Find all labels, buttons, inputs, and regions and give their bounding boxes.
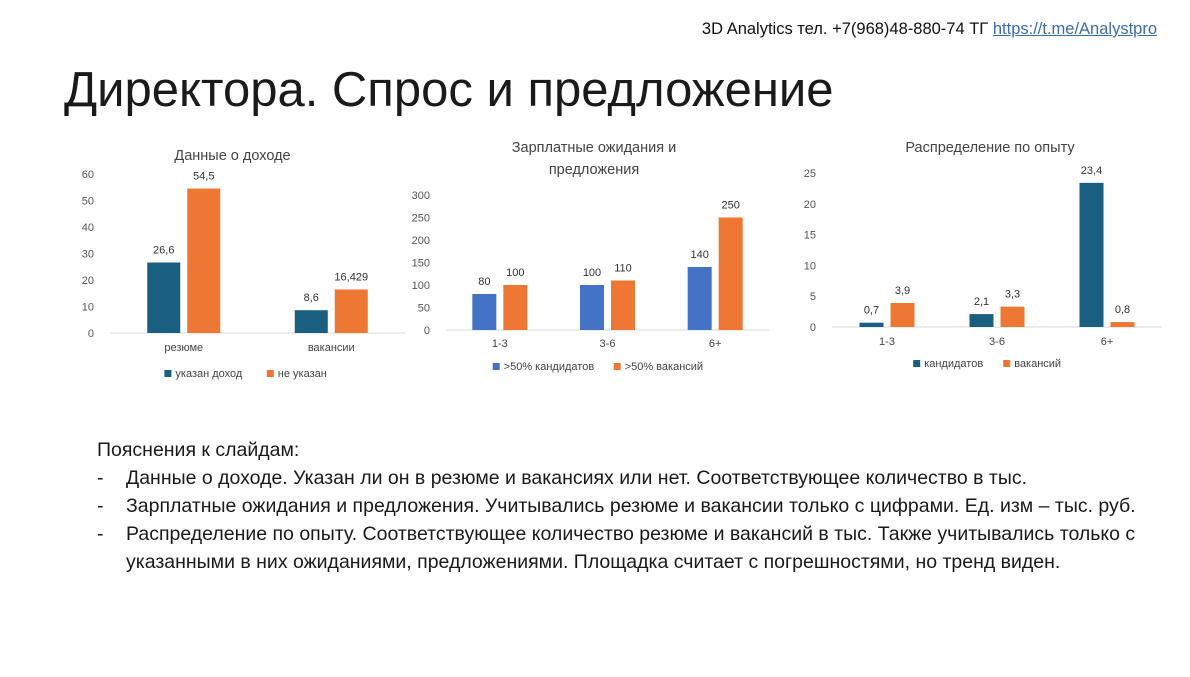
category-label: 1-3 bbox=[492, 338, 508, 350]
telegram-link[interactable]: https://t.me/Analystpro bbox=[992, 20, 1157, 38]
bar bbox=[503, 285, 528, 330]
y-tick-label: 30 bbox=[82, 249, 94, 261]
y-tick-label: 20 bbox=[82, 275, 94, 287]
list-dash: - bbox=[97, 523, 104, 545]
y-tick-label: 100 bbox=[412, 280, 430, 292]
data-label: 0,8 bbox=[1115, 304, 1130, 316]
legend-swatch bbox=[492, 363, 500, 370]
bar bbox=[147, 262, 181, 333]
y-tick-label: 50 bbox=[82, 196, 94, 208]
bar bbox=[1079, 182, 1104, 327]
notes-heading: Пояснения к слайдам: bbox=[97, 439, 300, 461]
bar bbox=[718, 217, 743, 330]
y-tick-label: 200 bbox=[412, 235, 430, 247]
chart-title: Зарплатные ожидания и предложения bbox=[511, 140, 677, 178]
legend-entry: не указан bbox=[278, 368, 327, 380]
data-label: 110 bbox=[614, 263, 632, 275]
y-tick-label: 10 bbox=[82, 302, 94, 314]
bar bbox=[1000, 306, 1025, 327]
y-tick-label: 60 bbox=[82, 169, 94, 181]
data-label: 54,5 bbox=[193, 171, 214, 183]
y-tick-label: 5 bbox=[810, 291, 816, 303]
data-label: 2,1 bbox=[974, 296, 989, 308]
chart-title: Распределение по опыту bbox=[905, 140, 1075, 156]
page-title: Директора. Спрос и предложение bbox=[64, 63, 834, 117]
category-label: 6+ bbox=[1101, 336, 1114, 348]
data-label: 8,6 bbox=[304, 292, 319, 304]
data-label: 100 bbox=[583, 267, 601, 279]
note-text: Распределение по опыту. Соответствующее … bbox=[126, 523, 1136, 573]
data-label: 100 bbox=[506, 267, 524, 279]
y-tick-label: 25 bbox=[804, 168, 816, 180]
legend-entry: >50% вакансий bbox=[625, 361, 703, 373]
list-item: - Зарплатные ожидания и предложения. Учит… bbox=[97, 492, 1137, 520]
legend-entry: кандидатов bbox=[924, 358, 983, 370]
category-label: 1-3 bbox=[879, 336, 895, 348]
legend-swatch bbox=[613, 363, 621, 370]
data-label: 250 bbox=[721, 200, 739, 212]
legend-swatch bbox=[1003, 360, 1011, 367]
experience-distribution-chart-svg: 0 5 10 15 20 25 0,7 3,9 1-3 2,1 3,3 3-6 23,4 0,8 6+ кан… bbox=[804, 165, 1162, 370]
category-label: вакансии bbox=[308, 342, 355, 354]
list-dash: - bbox=[97, 467, 104, 489]
data-label: 23,4 bbox=[1081, 165, 1102, 177]
slide-notes: Пояснения к слайдам: - Данные о доходе. У… bbox=[97, 436, 1137, 576]
bar bbox=[611, 280, 635, 330]
category-label: 6+ bbox=[709, 338, 722, 350]
data-label: 3,3 bbox=[1005, 289, 1020, 301]
y-tick-label: 10 bbox=[804, 260, 816, 272]
legend-entry: указан доход bbox=[175, 368, 243, 380]
bar bbox=[580, 285, 604, 330]
bar bbox=[472, 294, 497, 330]
bar bbox=[890, 302, 915, 327]
category-label: 3-6 bbox=[989, 336, 1005, 348]
bar bbox=[187, 188, 221, 333]
y-tick-label: 20 bbox=[804, 199, 816, 211]
y-tick-label: 0 bbox=[424, 325, 430, 337]
y-tick-label: 0 bbox=[810, 322, 816, 334]
y-tick-label: 15 bbox=[804, 230, 816, 242]
y-tick-label: 300 bbox=[412, 190, 430, 202]
bar bbox=[687, 267, 712, 330]
salary-expectations-chart: Зарплатные ожидания и предложения 0 50 100… bbox=[404, 135, 784, 385]
bar bbox=[334, 289, 368, 333]
y-tick-label: 150 bbox=[412, 258, 430, 270]
list-item: - Распределение по опыту. Соответствующее… bbox=[97, 520, 1137, 576]
legend-swatch bbox=[164, 370, 172, 377]
bar bbox=[294, 310, 328, 333]
y-tick-label: 50 bbox=[418, 303, 430, 315]
data-label: 26,6 bbox=[153, 245, 174, 257]
bar bbox=[1110, 322, 1135, 327]
data-label: 3,9 bbox=[895, 285, 910, 297]
notes-list: - Данные о доходе. Указан ли он в резюме … bbox=[97, 464, 1137, 576]
header-contact: 3D Analytics тел. +7(968)48-880-74 ТГ ht… bbox=[702, 20, 1157, 39]
y-tick-label: 250 bbox=[412, 213, 430, 225]
category-label: 3-6 bbox=[600, 338, 616, 350]
bar bbox=[969, 314, 994, 327]
experience-distribution-chart: Распределение по опыту 0 5 10 15 20 25 0,7 3,9 1… bbox=[800, 135, 1180, 385]
note-text: Данные о доходе. Указан ли он в резюме и… bbox=[126, 467, 1028, 489]
data-label: 80 bbox=[478, 276, 490, 288]
data-label: 140 bbox=[690, 249, 708, 261]
list-dash: - bbox=[97, 495, 104, 517]
salary-expectations-chart-svg: 0 50 100 150 200 250 300 80 100 1-3 100 110 3-6 140 25… bbox=[412, 190, 769, 373]
y-tick-label: 0 bbox=[88, 328, 94, 340]
data-label: 0,7 bbox=[864, 305, 879, 317]
income-data-chart: Данные о доходе 0 10 20 30 40 50 60 26,6 54,5 рез… bbox=[60, 141, 405, 391]
legend-entry: вакансий bbox=[1014, 358, 1061, 370]
income-data-chart-svg: 0 10 20 30 40 50 60 26,6 54,5 резюме 8,6 16,429 вака… bbox=[82, 169, 405, 380]
y-tick-label: 40 bbox=[82, 222, 94, 234]
header-contact-text: 3D Analytics тел. +7(968)48-880-74 ТГ bbox=[701, 20, 993, 38]
legend-swatch bbox=[266, 370, 274, 377]
category-label: резюме bbox=[164, 342, 203, 354]
legend-swatch bbox=[913, 360, 921, 367]
list-item: - Данные о доходе. Указан ли он в резюме … bbox=[97, 464, 1137, 492]
data-label: 16,429 bbox=[334, 271, 368, 283]
legend-entry: >50% кандидатов bbox=[504, 361, 595, 373]
bar bbox=[859, 322, 884, 327]
chart-title: Данные о доходе bbox=[174, 148, 291, 164]
note-text: Зарплатные ожидания и предложения. Учиты… bbox=[126, 495, 1136, 517]
